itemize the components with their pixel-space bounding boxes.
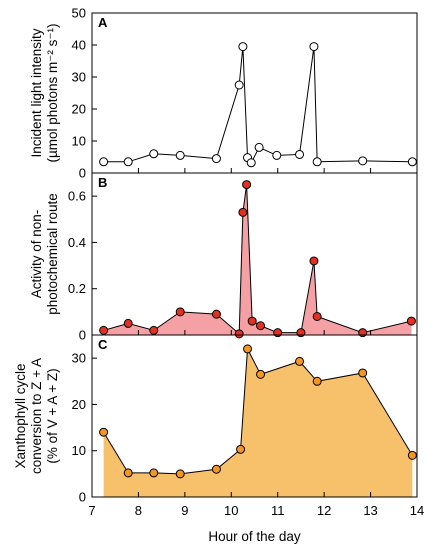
panel-frame bbox=[91, 334, 418, 498]
y-tick-label: 20 bbox=[72, 102, 86, 117]
x-tick-label: 12 bbox=[317, 503, 331, 518]
data-point bbox=[256, 321, 266, 331]
data-point bbox=[295, 356, 305, 366]
data-point bbox=[295, 149, 305, 159]
y-tick-label: 50 bbox=[72, 6, 86, 21]
data-point bbox=[123, 318, 133, 328]
data-point bbox=[309, 42, 319, 52]
data-point bbox=[358, 156, 368, 166]
x-tick-label: 10 bbox=[224, 503, 238, 518]
panel-letter: B bbox=[98, 175, 107, 190]
y-axis-title-line: (% of V + A + Z) bbox=[45, 368, 60, 463]
data-point bbox=[234, 80, 244, 90]
data-point bbox=[256, 369, 266, 379]
data-point bbox=[236, 444, 246, 454]
y-tick-label: 20 bbox=[72, 397, 86, 412]
data-point bbox=[211, 464, 221, 474]
data-point bbox=[175, 307, 185, 317]
panel-B: 0 0.2 0.4 0.6 B Activity of non-photochemical… bbox=[29, 172, 418, 343]
data-point bbox=[406, 316, 416, 326]
data-point bbox=[238, 42, 248, 52]
data-point bbox=[99, 325, 109, 335]
y-tick-label: 10 bbox=[72, 134, 86, 149]
y-tick-label: 0.4 bbox=[68, 235, 86, 250]
data-point bbox=[243, 344, 253, 354]
series-line bbox=[103, 184, 412, 335]
panels: 0 10 20 30 40 50 A Incident light intensity (µmo… bbox=[13, 6, 418, 505]
data-point bbox=[312, 311, 322, 321]
y-tick-label: 0 bbox=[79, 166, 86, 181]
data-point bbox=[309, 256, 319, 266]
data-point bbox=[312, 376, 322, 386]
x-axis-title: Hour of the day bbox=[208, 529, 301, 544]
x-tick-label: 14 bbox=[410, 503, 424, 518]
x-tick-label: 11 bbox=[271, 503, 285, 518]
data-point bbox=[149, 325, 159, 335]
data-point bbox=[123, 157, 133, 167]
data-point bbox=[99, 427, 109, 437]
data-point bbox=[407, 450, 417, 460]
y-axis-title-line: Incident light intensity bbox=[29, 28, 44, 157]
data-point bbox=[149, 149, 159, 159]
x-tick-label: 13 bbox=[363, 503, 377, 518]
data-point bbox=[123, 468, 133, 478]
y-axis-title-line: photochemical route bbox=[45, 193, 60, 315]
area-fill bbox=[103, 348, 413, 497]
data-point bbox=[149, 468, 159, 478]
y-axis-title-line: conversion to Z + A bbox=[29, 358, 44, 474]
data-point bbox=[99, 157, 109, 167]
panel-A: 0 10 20 30 40 50 A Incident light intensity (µmo… bbox=[29, 6, 418, 181]
y-tick-label: 10 bbox=[72, 443, 86, 458]
x-tick-label: 9 bbox=[181, 503, 188, 518]
y-tick-label: 40 bbox=[72, 38, 86, 53]
panel-C: 0 10 20 30 C Xanthophyll cycle conversion to Z… bbox=[13, 334, 418, 505]
data-point bbox=[211, 309, 221, 319]
data-point bbox=[247, 316, 257, 326]
y-axis-title-line: Xanthophyll cycle bbox=[13, 363, 28, 468]
y-tick-label: 0.6 bbox=[68, 189, 86, 204]
data-point bbox=[312, 157, 322, 167]
y-tick-label: 30 bbox=[72, 351, 86, 366]
y-axis-title-line: (µmol photons m⁻² s⁻¹) bbox=[45, 23, 60, 162]
x-axis: 7 8 9 10 11 12 13 14 bbox=[88, 503, 424, 518]
x-tick-label: 8 bbox=[135, 503, 142, 518]
y-tick-label: 30 bbox=[72, 70, 86, 85]
panel-letter: C bbox=[98, 337, 108, 352]
x-tick-label: 7 bbox=[88, 503, 95, 518]
y-tick-label: 0.2 bbox=[68, 281, 86, 296]
data-point bbox=[175, 469, 185, 479]
data-point bbox=[407, 157, 417, 167]
y-tick-label: 0 bbox=[79, 490, 86, 505]
y-tick-label: 0 bbox=[79, 328, 86, 343]
data-point bbox=[211, 154, 221, 164]
data-point bbox=[358, 368, 368, 378]
data-point bbox=[272, 150, 282, 160]
data-point bbox=[254, 142, 264, 152]
data-point bbox=[175, 150, 185, 160]
panel-letter: A bbox=[98, 15, 108, 30]
y-axis-title-line: Activity of non- bbox=[29, 210, 44, 299]
data-point bbox=[246, 158, 256, 168]
area-fill bbox=[103, 184, 412, 335]
data-point bbox=[242, 180, 252, 190]
panel-frame bbox=[91, 172, 418, 336]
panel-frame bbox=[91, 12, 418, 174]
data-point bbox=[238, 207, 248, 217]
data-point bbox=[234, 329, 244, 339]
